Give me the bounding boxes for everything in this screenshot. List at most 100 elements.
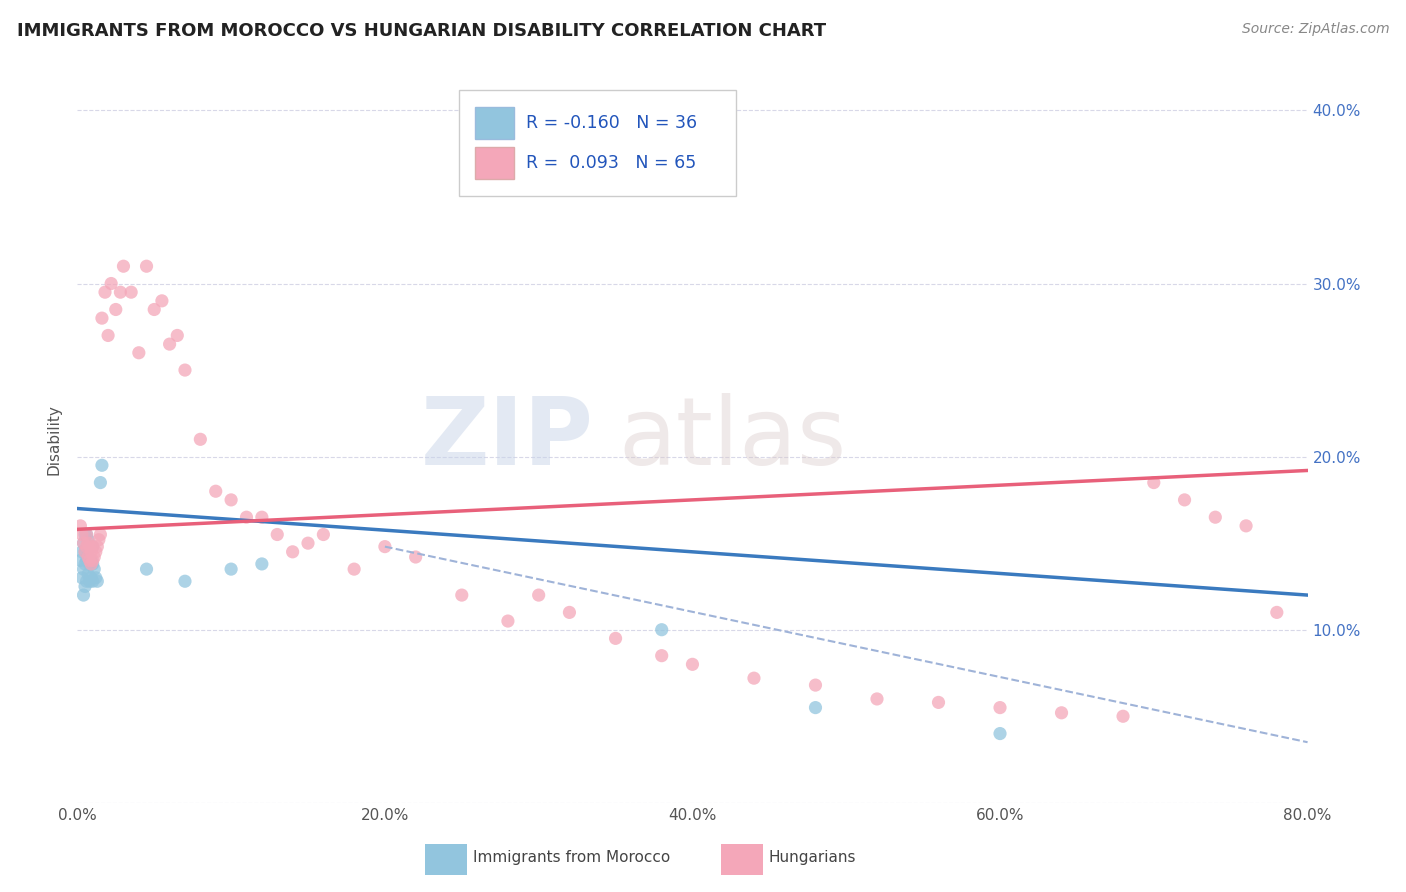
Text: R =  0.093   N = 65: R = 0.093 N = 65 bbox=[526, 154, 696, 172]
Point bbox=[86, 540, 108, 554]
Point bbox=[79, 540, 101, 554]
Point bbox=[79, 553, 101, 567]
Point bbox=[100, 277, 122, 291]
Point bbox=[72, 536, 94, 550]
Point bbox=[73, 579, 96, 593]
Point bbox=[312, 527, 335, 541]
Point bbox=[76, 574, 98, 589]
Point bbox=[988, 726, 1011, 740]
Y-axis label: Disability: Disability bbox=[46, 404, 62, 475]
Point bbox=[86, 574, 108, 589]
Point bbox=[120, 285, 142, 300]
Point bbox=[988, 700, 1011, 714]
Text: atlas: atlas bbox=[619, 393, 846, 485]
Point bbox=[80, 553, 103, 567]
Point bbox=[110, 285, 132, 300]
Point bbox=[84, 545, 107, 559]
Point bbox=[94, 285, 117, 300]
Point bbox=[150, 293, 173, 308]
Point bbox=[70, 571, 93, 585]
Point bbox=[605, 632, 627, 646]
Point bbox=[73, 557, 96, 571]
Point bbox=[79, 540, 101, 554]
Point bbox=[82, 540, 104, 554]
Point bbox=[1234, 519, 1257, 533]
Point bbox=[104, 302, 127, 317]
Point bbox=[73, 527, 96, 541]
Point bbox=[80, 571, 103, 585]
Point bbox=[70, 545, 93, 559]
Point bbox=[69, 519, 91, 533]
Point bbox=[651, 648, 673, 663]
Point bbox=[159, 337, 181, 351]
Point bbox=[90, 458, 114, 473]
Point bbox=[76, 540, 98, 554]
Text: IMMIGRANTS FROM MOROCCO VS HUNGARIAN DISABILITY CORRELATION CHART: IMMIGRANTS FROM MOROCCO VS HUNGARIAN DIS… bbox=[17, 22, 825, 40]
Point bbox=[682, 657, 704, 672]
Text: Immigrants from Morocco: Immigrants from Morocco bbox=[474, 850, 671, 865]
Point bbox=[166, 328, 188, 343]
Point bbox=[281, 545, 304, 559]
Point bbox=[73, 545, 96, 559]
Point bbox=[76, 553, 98, 567]
Point bbox=[69, 553, 91, 567]
Text: R = -0.160   N = 36: R = -0.160 N = 36 bbox=[526, 114, 697, 132]
Point bbox=[219, 562, 242, 576]
Point bbox=[82, 557, 104, 571]
Point bbox=[82, 574, 104, 589]
Point bbox=[84, 571, 107, 585]
Text: Source: ZipAtlas.com: Source: ZipAtlas.com bbox=[1241, 22, 1389, 37]
Point bbox=[558, 606, 581, 620]
FancyBboxPatch shape bbox=[426, 844, 467, 875]
Point bbox=[76, 527, 98, 541]
Point bbox=[219, 492, 242, 507]
Point bbox=[374, 540, 396, 554]
Point bbox=[89, 527, 111, 541]
Point bbox=[297, 536, 319, 550]
Point bbox=[250, 510, 273, 524]
Point bbox=[135, 562, 157, 576]
Point bbox=[77, 567, 100, 582]
Point bbox=[83, 549, 105, 564]
Point bbox=[79, 557, 101, 571]
Point bbox=[72, 536, 94, 550]
Point bbox=[79, 574, 101, 589]
Point bbox=[82, 540, 104, 554]
Point bbox=[188, 432, 212, 446]
Point bbox=[87, 533, 110, 547]
Point bbox=[742, 671, 765, 685]
Point bbox=[496, 614, 519, 628]
Point bbox=[174, 574, 197, 589]
Text: ZIP: ZIP bbox=[422, 393, 595, 485]
Point bbox=[804, 678, 827, 692]
Point bbox=[1265, 606, 1288, 620]
Point bbox=[80, 545, 103, 559]
Point bbox=[174, 363, 197, 377]
FancyBboxPatch shape bbox=[475, 147, 515, 179]
Point bbox=[97, 328, 120, 343]
FancyBboxPatch shape bbox=[458, 90, 735, 195]
Point bbox=[112, 259, 135, 273]
Point bbox=[405, 549, 427, 564]
Point bbox=[804, 700, 827, 714]
Point bbox=[1143, 475, 1166, 490]
Text: Hungarians: Hungarians bbox=[769, 850, 856, 865]
Point bbox=[343, 562, 366, 576]
Point bbox=[1112, 709, 1135, 723]
Point bbox=[89, 475, 111, 490]
Point bbox=[77, 533, 100, 547]
Point bbox=[204, 484, 226, 499]
Point bbox=[83, 562, 105, 576]
Point bbox=[266, 527, 288, 541]
Point bbox=[77, 549, 100, 564]
Point bbox=[1050, 706, 1073, 720]
Point bbox=[70, 527, 93, 541]
Point bbox=[135, 259, 157, 273]
Point bbox=[82, 553, 104, 567]
Point bbox=[250, 557, 273, 571]
Point bbox=[1204, 510, 1226, 524]
Point bbox=[128, 345, 150, 359]
Point bbox=[450, 588, 472, 602]
Point bbox=[928, 695, 950, 709]
FancyBboxPatch shape bbox=[475, 107, 515, 139]
